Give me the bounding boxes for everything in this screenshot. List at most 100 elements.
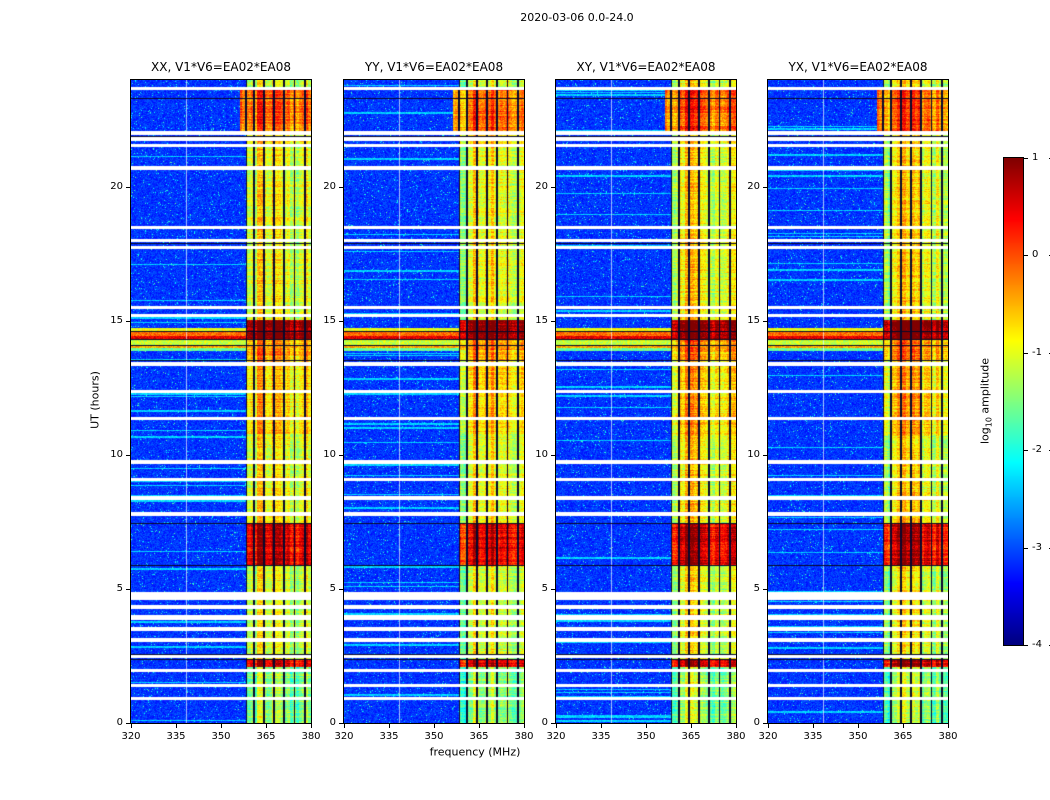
colorbar-tick bbox=[1023, 255, 1028, 256]
x-tick bbox=[389, 724, 390, 728]
y-tick-label: 5 bbox=[753, 583, 760, 594]
x-tick-label: 320 bbox=[758, 731, 778, 742]
x-tick bbox=[434, 724, 435, 728]
colorbar-tick-label: 1 bbox=[1032, 152, 1039, 163]
x-tick bbox=[903, 724, 904, 728]
y-tick bbox=[126, 723, 130, 724]
spectrogram-panel-yx bbox=[767, 79, 949, 724]
y-tick bbox=[763, 589, 767, 590]
y-tick bbox=[339, 187, 343, 188]
x-tick-label: 365 bbox=[256, 731, 276, 742]
panel-title-xy: XY, V1*V6=EA02*EA08 bbox=[576, 60, 716, 74]
y-tick bbox=[126, 321, 130, 322]
x-tick-label: 350 bbox=[424, 731, 444, 742]
x-tick bbox=[556, 724, 557, 728]
colorbar-tick bbox=[1023, 450, 1028, 451]
y-tick-label: 0 bbox=[541, 717, 548, 728]
x-tick bbox=[601, 724, 602, 728]
y-tick bbox=[126, 187, 130, 188]
x-tick-label: 380 bbox=[938, 731, 958, 742]
spectrogram-panel-xx bbox=[130, 79, 312, 724]
spectrogram-panel-xy bbox=[555, 79, 737, 724]
colorbar-gradient-canvas bbox=[1004, 158, 1023, 645]
y-tick bbox=[339, 723, 343, 724]
y-tick bbox=[126, 455, 130, 456]
x-tick-label: 320 bbox=[546, 731, 566, 742]
x-tick-label: 335 bbox=[803, 731, 823, 742]
y-tick-label: 15 bbox=[747, 315, 760, 326]
x-tick-label: 380 bbox=[301, 731, 321, 742]
colorbar-tick-label: -3 bbox=[1032, 542, 1042, 553]
y-axis-label: UT (hours) bbox=[88, 371, 102, 429]
y-tick-label: 20 bbox=[323, 181, 336, 192]
y-tick-label: 0 bbox=[753, 717, 760, 728]
y-tick bbox=[763, 187, 767, 188]
figure-title: 2020-03-06 0.0-24.0 bbox=[520, 11, 634, 24]
y-tick-label: 10 bbox=[110, 449, 123, 460]
x-tick-label: 335 bbox=[166, 731, 186, 742]
x-tick bbox=[479, 724, 480, 728]
y-tick bbox=[551, 455, 555, 456]
x-tick bbox=[736, 724, 737, 728]
x-tick-label: 350 bbox=[211, 731, 231, 742]
spectrogram-panel-yy bbox=[343, 79, 525, 724]
x-tick-label: 350 bbox=[636, 731, 656, 742]
x-tick bbox=[131, 724, 132, 728]
colorbar-tick bbox=[1023, 645, 1028, 646]
y-tick bbox=[339, 321, 343, 322]
x-tick bbox=[858, 724, 859, 728]
panel-title-yx: YX, V1*V6=EA02*EA08 bbox=[788, 60, 928, 74]
y-tick-label: 15 bbox=[535, 315, 548, 326]
y-tick-label: 15 bbox=[110, 315, 123, 326]
spectrogram-canvas-yy bbox=[344, 80, 524, 723]
x-axis-label: frequency (MHz) bbox=[429, 745, 521, 759]
y-tick bbox=[339, 589, 343, 590]
y-tick-label: 5 bbox=[116, 583, 123, 594]
y-tick bbox=[763, 723, 767, 724]
x-tick bbox=[646, 724, 647, 728]
y-tick bbox=[339, 455, 343, 456]
x-tick-label: 320 bbox=[121, 731, 141, 742]
colorbar-tick bbox=[1023, 548, 1028, 549]
x-tick-label: 365 bbox=[469, 731, 489, 742]
x-tick bbox=[221, 724, 222, 728]
spectrogram-canvas-xy bbox=[556, 80, 736, 723]
y-tick-label: 10 bbox=[535, 449, 548, 460]
colorbar-tick bbox=[1023, 158, 1028, 159]
spectrogram-canvas-yx bbox=[768, 80, 948, 723]
colorbar-tick-label: 0 bbox=[1032, 249, 1039, 260]
y-tick-label: 20 bbox=[110, 181, 123, 192]
y-tick-label: 20 bbox=[747, 181, 760, 192]
colorbar-tick-label: -2 bbox=[1032, 444, 1042, 455]
colorbar-tick bbox=[1023, 353, 1028, 354]
y-tick bbox=[551, 589, 555, 590]
colorbar-tick-label: -4 bbox=[1032, 639, 1042, 650]
x-tick-label: 335 bbox=[379, 731, 399, 742]
x-tick-label: 380 bbox=[514, 731, 534, 742]
y-tick-label: 5 bbox=[541, 583, 548, 594]
x-tick bbox=[176, 724, 177, 728]
y-tick-label: 0 bbox=[329, 717, 336, 728]
x-tick-label: 320 bbox=[334, 731, 354, 742]
x-tick bbox=[813, 724, 814, 728]
y-tick-label: 20 bbox=[535, 181, 548, 192]
x-tick bbox=[266, 724, 267, 728]
colorbar-label: log10 amplitude bbox=[978, 357, 994, 445]
x-tick bbox=[948, 724, 949, 728]
x-tick-label: 365 bbox=[893, 731, 913, 742]
x-tick-label: 335 bbox=[591, 731, 611, 742]
y-tick-label: 10 bbox=[747, 449, 760, 460]
y-tick-label: 0 bbox=[116, 717, 123, 728]
x-tick-label: 365 bbox=[681, 731, 701, 742]
panel-title-xx: XX, V1*V6=EA02*EA08 bbox=[151, 60, 291, 74]
y-tick bbox=[763, 455, 767, 456]
x-tick-label: 350 bbox=[848, 731, 868, 742]
y-tick bbox=[551, 321, 555, 322]
spectrogram-canvas-xx bbox=[131, 80, 311, 723]
y-tick-label: 5 bbox=[329, 583, 336, 594]
panel-title-yy: YY, V1*V6=EA02*EA08 bbox=[364, 60, 504, 74]
x-tick bbox=[311, 724, 312, 728]
colorbar-tick-label: -1 bbox=[1032, 347, 1042, 358]
y-tick bbox=[551, 723, 555, 724]
